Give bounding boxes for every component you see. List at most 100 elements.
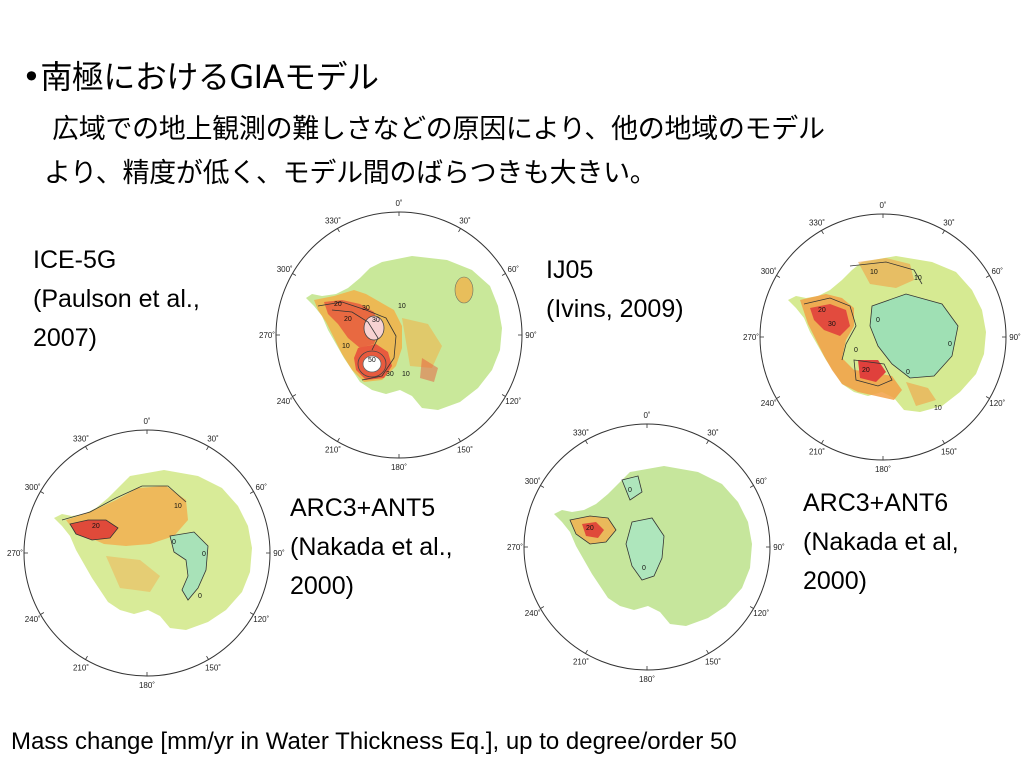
degree-tick (821, 439, 824, 444)
degree-label: 180˚ (139, 681, 155, 690)
degree-tick (206, 655, 209, 660)
degree-tick (706, 440, 709, 445)
contour-label: 0 (198, 593, 202, 600)
degree-label: 150˚ (457, 445, 473, 454)
degree-tick (985, 396, 990, 399)
map-ij05: 0˚ 30˚ 60˚ 90˚ 120˚ 150˚ 180˚ 210˚ 240˚ 270˚ 300˚ 3… (743, 200, 1021, 475)
degree-ring: 0˚ 30˚ 60˚ 90˚ 120˚ 150˚ 180˚ 210˚ 240˚ 270˚ 300˚ 3… (507, 411, 785, 684)
contour-label: 20 (334, 301, 342, 308)
label-arc3ant6-ref: (Nakada et al, (803, 528, 959, 556)
degree-label: 90˚ (773, 543, 785, 552)
contour-labels: 10 10 20 30 0 0 0 20 0 10 (818, 269, 952, 412)
contour-label: 0 (202, 551, 206, 558)
degree-label: 0˚ (395, 199, 402, 208)
contour-label: 0 (948, 341, 952, 348)
degree-label: 180˚ (391, 463, 407, 472)
degree-tick (776, 275, 781, 278)
degree-label: 210˚ (573, 657, 589, 666)
contour-label: 0 (876, 317, 880, 324)
antarctica-shape (54, 470, 252, 630)
contour-label: 20 (586, 525, 594, 532)
degree-label: 120˚ (505, 397, 521, 406)
contour-label: 30 (372, 317, 380, 324)
degree-tick (942, 230, 945, 235)
label-arc3ant6: ARC3+ANT6 (Nakada et al, 2000) (803, 484, 959, 601)
degree-label: 30˚ (707, 429, 719, 438)
contour-label: 0 (906, 369, 910, 376)
contour-labels: 10 20 30 10 20 30 50 30 10 (334, 301, 410, 378)
contour-label: 10 (342, 343, 350, 350)
contour-label: 20 (862, 367, 870, 374)
degree-tick (249, 612, 254, 615)
antarctica-shape (306, 256, 502, 410)
degree-label: 300˚ (25, 483, 41, 492)
degree-tick (540, 485, 545, 488)
contour-label: 20 (92, 523, 100, 530)
label-arc3ant6-name: ARC3+ANT6 (803, 489, 949, 517)
contour-label: 10 (914, 275, 922, 282)
degree-label: 0˚ (143, 417, 150, 426)
contour-label: 50 (368, 357, 376, 364)
degree-label: 210˚ (809, 447, 825, 456)
degree-tick (501, 273, 506, 276)
contour-label: 0 (628, 487, 632, 494)
degree-label: 120˚ (989, 399, 1005, 408)
subtitle-line-2: より、精度が低く、モデル間のばらつきも大きい。 (44, 158, 657, 189)
degree-ring: 0˚ 30˚ 60˚ 90˚ 120˚ 150˚ 180˚ 210˚ 240˚ 270˚ 300˚ 3… (7, 417, 285, 690)
degree-tick (40, 491, 45, 494)
degree-tick (540, 606, 545, 609)
degree-label: 330˚ (73, 435, 89, 444)
contour-label: 30 (362, 305, 370, 312)
degree-label: 180˚ (875, 465, 891, 474)
degree-label: 240˚ (761, 399, 777, 408)
label-ice5g-ref: (Paulson et al., (33, 285, 200, 313)
degree-label: 300˚ (761, 267, 777, 276)
degree-label: 90˚ (1009, 333, 1021, 342)
degree-label: 120˚ (753, 609, 769, 618)
degree-tick (206, 446, 209, 451)
contour-labels: 20 10 0 0 0 (92, 503, 206, 600)
degree-tick (501, 394, 506, 397)
degree-ring: 0˚ 30˚ 60˚ 90˚ 120˚ 150˚ 180˚ 210˚ 240˚ 270˚ 300˚ 3… (743, 201, 1021, 474)
degree-tick (292, 394, 297, 397)
contour-label: 30 (386, 371, 394, 378)
degree-tick (85, 655, 88, 660)
degree-tick (942, 439, 945, 444)
degree-tick (337, 437, 340, 442)
label-ij05: IJ05 (Ivins, 2009) (546, 251, 684, 329)
degree-label: 210˚ (325, 445, 341, 454)
label-arc3ant6-year: 2000) (803, 567, 867, 595)
contour-label: 10 (402, 371, 410, 378)
contour-label: 0 (642, 565, 646, 572)
degree-label: 90˚ (273, 549, 285, 558)
degree-label: 90˚ (525, 331, 537, 340)
degree-tick (706, 649, 709, 654)
degree-tick (585, 649, 588, 654)
label-arc3ant5: ARC3+ANT5 (Nakada et al., 2000) (290, 489, 453, 606)
degree-label: 270˚ (259, 331, 275, 340)
degree-label: 60˚ (256, 483, 268, 492)
degree-tick (985, 275, 990, 278)
contour-label: 10 (174, 503, 182, 510)
degree-label: 240˚ (525, 609, 541, 618)
contour-labels: 20 0 0 (586, 487, 646, 572)
slide-subtitle: 広域での地上観測の難しさなどの原因により、他の地域のモデル より、精度が低く、モ… (44, 108, 825, 196)
label-arc3ant5-year: 2000) (290, 572, 354, 600)
label-ice5g-year: 2007) (33, 324, 97, 352)
degree-label: 270˚ (743, 333, 759, 342)
degree-label: 180˚ (639, 675, 655, 684)
degree-label: 330˚ (325, 217, 341, 226)
degree-label: 60˚ (756, 477, 768, 486)
label-ij05-name: IJ05 (546, 256, 594, 284)
degree-tick (40, 612, 45, 615)
degree-tick (749, 485, 754, 488)
contour-label: 0 (172, 539, 176, 546)
contour-label: 0 (854, 347, 858, 354)
degree-label: 330˚ (809, 219, 825, 228)
degree-tick (458, 437, 461, 442)
degree-label: 240˚ (277, 397, 293, 406)
degree-label: 30˚ (207, 435, 219, 444)
degree-label: 60˚ (508, 265, 520, 274)
degree-label: 270˚ (507, 543, 523, 552)
degree-tick (85, 446, 88, 451)
